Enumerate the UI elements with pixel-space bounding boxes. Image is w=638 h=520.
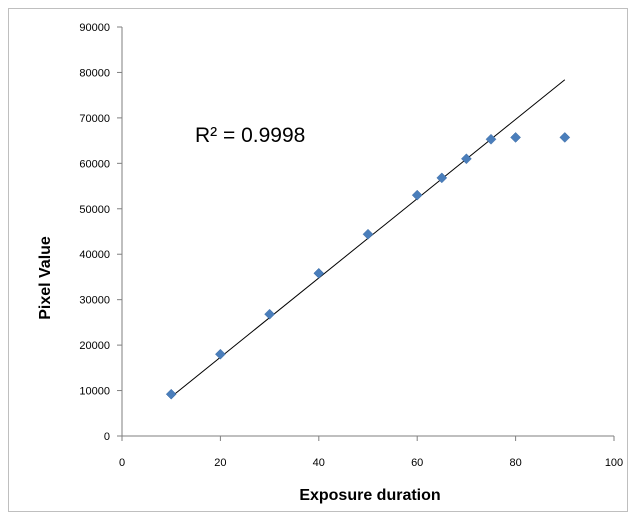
y-tick-label: 90000 xyxy=(79,22,110,34)
x-tick-label: 40 xyxy=(313,457,325,469)
y-tick-label: 50000 xyxy=(79,204,110,216)
data-point xyxy=(165,388,177,400)
x-axis-title: Exposure duration xyxy=(299,487,440,504)
x-tick-label: 80 xyxy=(509,457,521,469)
x-tick-label: 20 xyxy=(214,457,226,469)
data-point xyxy=(264,308,275,320)
axes xyxy=(117,26,615,441)
data-points xyxy=(165,132,571,400)
data-point xyxy=(411,189,423,201)
y-tick-label: 60000 xyxy=(79,158,110,170)
x-tick-labels: 0 20 40 60 80 100 xyxy=(119,457,623,469)
chart-frame xyxy=(8,8,628,512)
x-tick-label: 0 xyxy=(119,457,125,469)
data-point xyxy=(215,348,226,360)
y-tick-label: 20000 xyxy=(79,340,110,352)
y-tick-label: 10000 xyxy=(79,386,110,398)
r-squared-annotation: R² = 0.9998 xyxy=(195,124,305,147)
y-tick-labels: 0 10000 20000 30000 40000 50000 60000 70000 8000… xyxy=(79,22,110,443)
data-point xyxy=(485,133,497,145)
y-axis-title: Pixel Value xyxy=(37,236,54,320)
data-point xyxy=(461,153,472,165)
data-point xyxy=(362,228,374,240)
data-point xyxy=(559,132,571,143)
y-tick-label: 0 xyxy=(104,431,110,443)
x-tick-label: 100 xyxy=(605,457,623,469)
x-tick-label: 60 xyxy=(411,457,423,469)
y-tick-label: 40000 xyxy=(79,249,110,261)
data-point xyxy=(436,172,448,184)
y-tick-label: 80000 xyxy=(79,67,110,79)
data-point xyxy=(510,132,521,143)
y-tick-label: 70000 xyxy=(79,113,110,125)
data-point xyxy=(313,267,325,279)
y-tick-label: 30000 xyxy=(79,295,110,307)
